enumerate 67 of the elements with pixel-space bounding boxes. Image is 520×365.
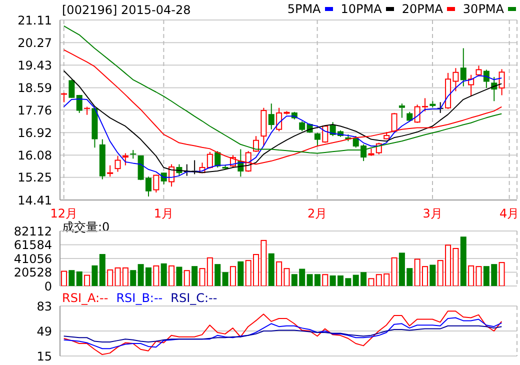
candlestick	[368, 148, 374, 156]
bar	[222, 272, 228, 286]
candlestick	[130, 150, 136, 160]
y-tick-label: 83	[36, 299, 52, 314]
bar	[68, 270, 75, 286]
bar	[168, 265, 175, 286]
x-tick-label: 12月	[50, 206, 78, 221]
x-tick-label: 1月	[154, 206, 174, 221]
bar	[368, 278, 374, 286]
bar	[130, 270, 136, 286]
legend-label: 5PMA	[287, 2, 321, 16]
line-series	[63, 310, 502, 356]
y-tick-label: 49	[36, 324, 52, 338]
y-tick-label: 17.76	[18, 103, 52, 118]
bar	[184, 270, 190, 286]
candlestick	[107, 164, 114, 178]
text: RSI_A:--	[62, 291, 108, 305]
chart-title: [002196] 2015-04-28	[62, 3, 191, 17]
x-tick-label: 3月	[422, 206, 442, 221]
y-tick-label: 41056	[14, 252, 52, 266]
legend-label: 30PMA	[462, 2, 504, 16]
y-tick-label: 16.08	[18, 148, 52, 162]
bar	[160, 263, 167, 286]
bar	[107, 269, 114, 286]
bar	[76, 271, 82, 286]
text: RSI_B:--	[116, 291, 163, 305]
bar	[391, 257, 398, 286]
line-series	[63, 325, 502, 343]
y-tick-label: 18.59	[18, 80, 52, 95]
text: RSI_C:--	[170, 291, 218, 305]
y-tick-label: 15.25	[18, 170, 52, 185]
y-tick-label: 21.11	[18, 13, 52, 28]
bar	[468, 265, 474, 286]
y-tick-label: 16.92	[18, 126, 52, 140]
bar	[476, 266, 482, 286]
y-tick-label: 82112	[14, 224, 52, 238]
bar	[153, 265, 160, 286]
bar	[268, 253, 274, 286]
legend-label: 20PMA	[402, 2, 443, 16]
bar	[99, 254, 106, 286]
bar	[192, 266, 198, 286]
candlestick	[268, 103, 274, 130]
bar	[460, 236, 466, 286]
y-tick-label: 14.41	[18, 193, 52, 208]
bar	[322, 274, 328, 286]
candlestick	[398, 103, 405, 118]
bar	[238, 261, 244, 286]
bar	[61, 270, 67, 286]
x-tick-label: 2月	[307, 206, 328, 221]
bar	[498, 262, 505, 286]
candlestick	[430, 100, 436, 108]
bar	[214, 264, 221, 286]
y-tick-label: 61584	[14, 238, 52, 252]
bar	[230, 266, 236, 286]
x-tick-label: 4月	[500, 206, 520, 221]
bar	[92, 265, 98, 286]
bar	[84, 274, 90, 286]
line-series	[63, 317, 502, 350]
y-tick-label: 0	[44, 279, 52, 294]
y-tick-label: 20528	[14, 266, 52, 280]
bar	[176, 266, 182, 286]
bar	[430, 264, 436, 286]
candlestick	[84, 106, 90, 116]
y-tick-label: 20.27	[18, 36, 52, 50]
y-tick-label: 19.43	[18, 58, 52, 72]
legend-label: 10PMA	[340, 2, 382, 16]
y-tick-label: 15	[36, 349, 52, 364]
